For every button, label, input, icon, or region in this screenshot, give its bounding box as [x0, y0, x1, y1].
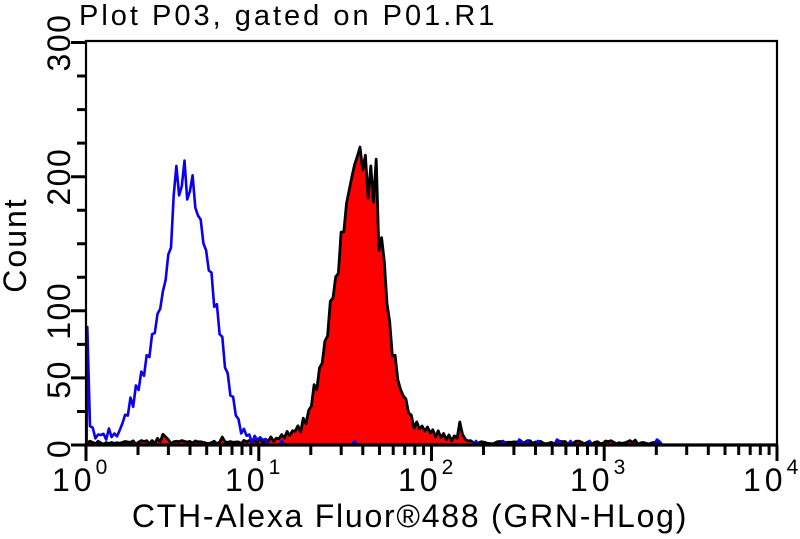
svg-text:Plot P03, gated on P01.R1: Plot P03, gated on P01.R1 [79, 0, 497, 32]
svg-text:100: 100 [41, 282, 77, 340]
svg-text:300: 300 [41, 14, 77, 72]
svg-text:Count: Count [0, 197, 33, 292]
svg-text:CTH-Alexa Fluor®488 (GRN-HLog): CTH-Alexa Fluor®488 (GRN-HLog) [132, 498, 688, 534]
svg-text:0: 0 [41, 439, 77, 458]
svg-text:200: 200 [41, 148, 77, 206]
svg-text:100: 100 [52, 456, 111, 498]
svg-text:50: 50 [41, 360, 77, 399]
